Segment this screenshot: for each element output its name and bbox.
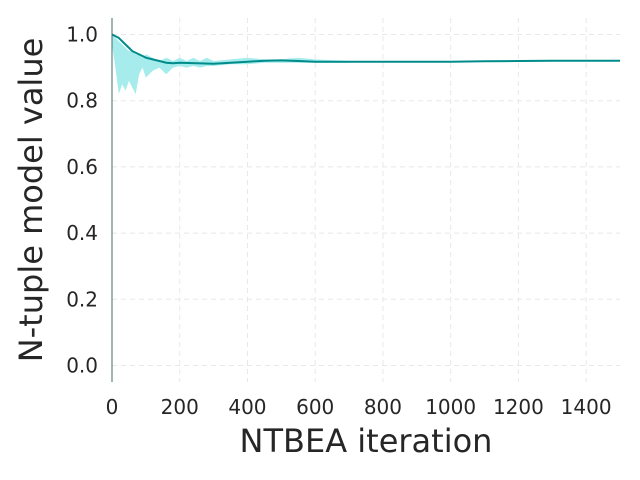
y-tick-label: 1.0 [66,23,98,47]
y-tick-label: 0.8 [66,89,98,113]
y-axis-title: N-tuple model value [12,38,50,363]
x-axis-title: NTBEA iteration [240,422,493,460]
series-band-area [112,34,350,95]
x-axis-ticks: 0 200 400 600 800 1000 1200 1400 [106,395,612,419]
y-tick-label: 0.2 [66,287,98,311]
grid [111,18,620,382]
x-tick-label: 200 [161,395,199,419]
y-tick-label: 0.6 [66,155,98,179]
y-tick-label: 0.4 [66,221,98,245]
x-tick-label: 1000 [425,395,476,419]
x-tick-label: 800 [364,395,402,419]
x-tick-label: 1200 [493,395,544,419]
x-tick-label: 600 [296,395,334,419]
series-mean-line [111,33,620,65]
x-tick-label: 400 [228,395,266,419]
x-tick-label: 1400 [561,395,612,419]
x-tick-label: 0 [106,395,119,419]
y-axis-ticks: 0.0 0.2 0.4 0.6 0.8 1.0 [66,23,98,378]
y-tick-label: 0.0 [66,353,98,377]
